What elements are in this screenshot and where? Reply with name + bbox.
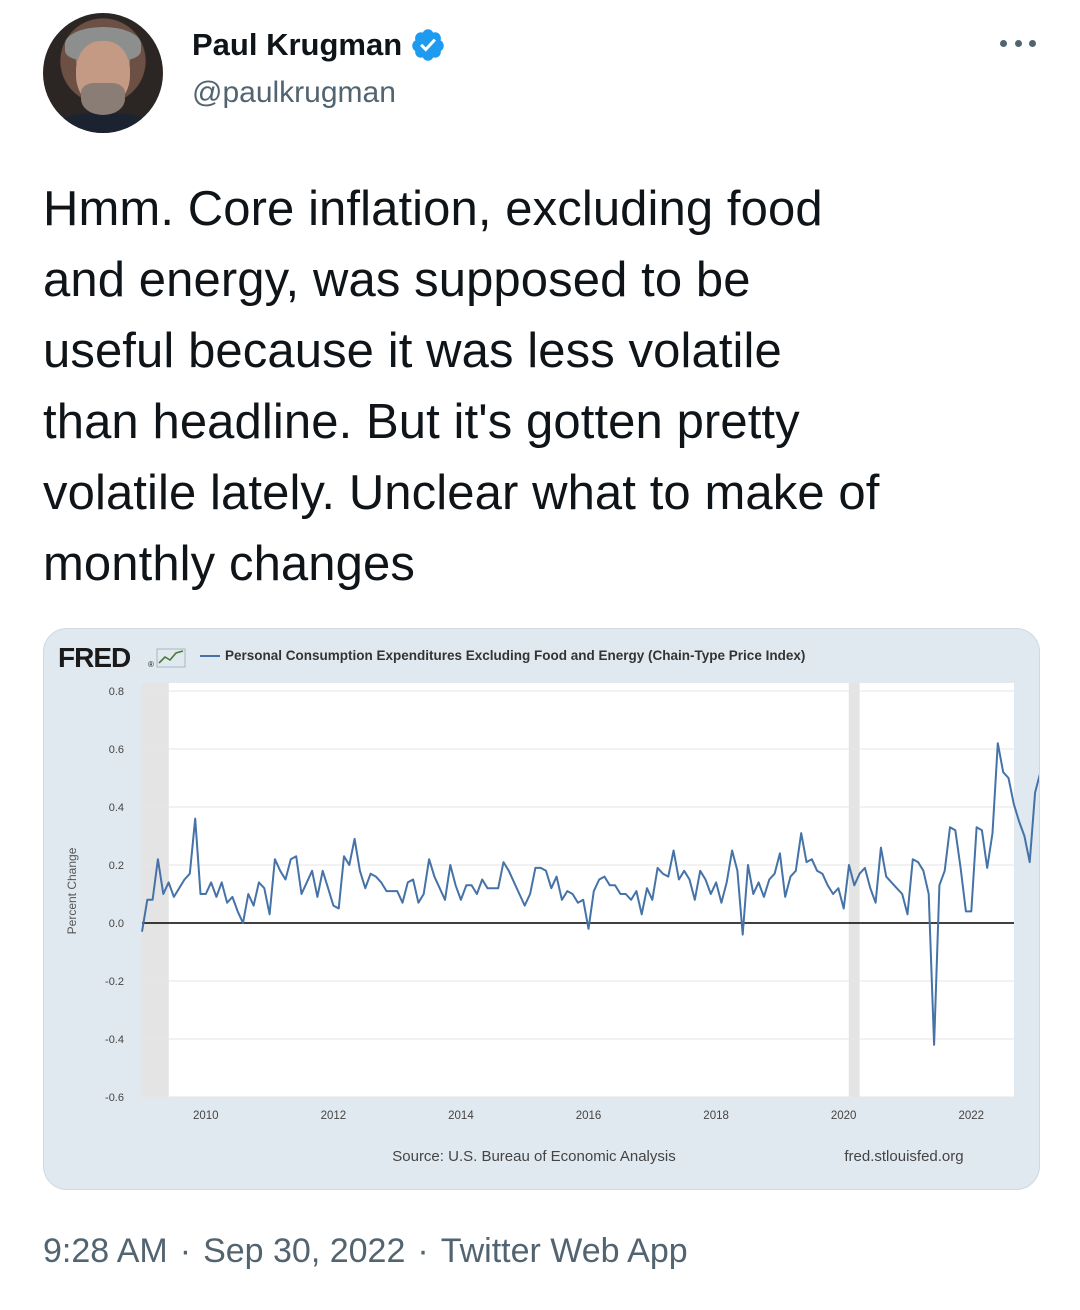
meta-separator-2: · [417,1232,429,1270]
chart-source-text: Source: U.S. Bureau of Economic Analysis [392,1148,675,1165]
more-dot-3 [1029,39,1036,47]
chart-image-card[interactable]: FRED ® Personal Consumption Expenditures… [43,628,1040,1190]
x-tick-label: 2022 [958,1110,984,1122]
y-tick-label: 0.0 [109,918,124,930]
tweet-time[interactable]: 9:28 AM [43,1232,168,1270]
x-tick-label: 2020 [831,1110,857,1122]
y-tick-label: -0.2 [105,976,124,988]
x-tick-label: 2018 [703,1110,729,1122]
author-avatar[interactable] [43,13,163,133]
more-dot-2 [1014,39,1022,47]
x-tick-label: 2010 [193,1110,219,1122]
fred-chart-icon [156,648,186,668]
more-dot-1 [1000,39,1007,47]
tweet-text: Hmm. Core inflation, excluding food and … [43,182,880,591]
chart-site-text: fred.stlouisfed.org [844,1148,963,1165]
x-tick-label: 2014 [448,1110,474,1122]
x-tick-label: 2012 [321,1110,347,1122]
y-axis-label: Percent Change [65,847,79,934]
y-tick-label: -0.6 [105,1092,124,1104]
series-line [141,742,1039,1046]
x-tick-label: 2016 [576,1110,602,1122]
legend-series-label: Personal Consumption Expenditures Exclud… [225,648,805,663]
grid-lines [142,690,1014,1098]
y-tick-labels: 0.8 0.6 0.4 0.2 0.0 -0.2 -0.4 -0.6 [105,686,124,1104]
author-name[interactable]: Paul Krugman [192,27,403,62]
plot-area [142,683,1014,1097]
x-tick-labels: 2010 2012 2014 2016 2018 2020 2022 [193,1110,984,1122]
y-tick-label: 0.4 [109,802,124,814]
fred-logo-text: FRED [58,642,131,673]
author-handle[interactable]: @paulkrugman [192,76,396,109]
avatar-shirt [53,113,153,133]
y-tick-label: 0.2 [109,860,124,872]
more-horizontal-icon[interactable] [1000,28,1036,58]
fred-chart: FRED ® Personal Consumption Expenditures… [58,642,1039,1165]
y-tick-label: 0.6 [109,744,124,756]
y-tick-label: 0.8 [109,686,124,698]
verified-badge-icon [412,29,444,61]
tweet-source-app[interactable]: Twitter Web App [440,1232,688,1270]
meta-separator-1: · [179,1232,192,1270]
y-tick-label: -0.4 [105,1034,124,1046]
recession-band [848,683,860,1097]
fred-registered-mark: ® [148,660,154,669]
tweet-meta: 9:28 AM · Sep 30, 2022 · Twitter Web App [43,1232,688,1271]
tweet-date[interactable]: Sep 30, 2022 [203,1232,406,1270]
avatar-beard [81,83,125,115]
author-name-row[interactable]: Paul Krugman [192,24,446,66]
